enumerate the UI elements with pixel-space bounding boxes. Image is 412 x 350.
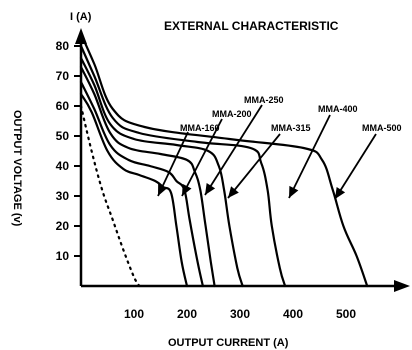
series-label-mma-200: MMA-200 (212, 109, 252, 119)
series-arrowhead-mma-250 (205, 183, 216, 195)
series-arrowhead-mma-200 (182, 183, 192, 196)
y-tick-label: 10 (56, 249, 70, 263)
legend-label-group: MMA-160 MMA-200 MMA-250 MMA-315 MMA-400 MMA-5… (157, 95, 402, 200)
series-pointer-mma-200 (181, 118, 223, 197)
x-axis-arrowhead (394, 280, 410, 292)
x-axis-label: OUTPUT CURRENT (A) (168, 337, 289, 349)
series-arrowhead-mma-500 (335, 187, 346, 199)
series-arrowhead-mma-315 (228, 186, 239, 198)
series-arrowhead-mma-400 (289, 185, 299, 198)
series-pointer-mma-160 (157, 131, 189, 197)
series-pointer-mma-400 (288, 114, 331, 199)
series-arrowhead-mma-160 (158, 183, 168, 196)
y-tick-label: 50 (56, 129, 70, 143)
series-line-mma-500 (79, 32, 369, 288)
y-tick-label: 40 (56, 159, 70, 173)
series-label-mma-250: MMA-250 (244, 95, 284, 105)
series-line-mma-250 (79, 65, 216, 288)
tick-group: 10 20 30 40 50 60 70 80 100 200 300 400 500 (56, 39, 357, 321)
y-axis-unit-label: I (A) (70, 11, 92, 23)
series-pointer-mma-500 (334, 133, 377, 200)
series-pointer-mma-315 (227, 133, 281, 199)
series-label-mma-315: MMA-315 (271, 123, 311, 133)
series-line-mma-400 (79, 44, 287, 288)
y-axis-label: OUTPUT VOLTAGE (v) (11, 110, 23, 227)
series-line-mma-160 (79, 92, 189, 288)
x-tick-label: 100 (124, 307, 144, 321)
y-tick-label: 20 (56, 219, 70, 233)
series-label-mma-400: MMA-400 (318, 104, 358, 114)
x-tick-label: 200 (177, 307, 197, 321)
y-tick-label: 80 (56, 39, 70, 53)
x-tick-label: 500 (336, 307, 356, 321)
series-label-mma-500: MMA-500 (362, 123, 402, 133)
y-tick-label: 60 (56, 99, 70, 113)
x-tick-label: 300 (230, 307, 250, 321)
x-tick-label: 400 (283, 307, 303, 321)
series-line-mma-315 (79, 56, 244, 288)
series-pointer-mma-250 (204, 104, 263, 196)
series-line-mma-200 (79, 80, 204, 288)
y-tick-label: 70 (56, 69, 70, 83)
curve-group (79, 32, 369, 288)
series-label-mma-160: MMA-160 (180, 123, 220, 133)
dotted-reference-curve (79, 104, 141, 288)
chart-title: EXTERNAL CHARACTERISTIC (164, 19, 339, 33)
y-tick-label: 30 (56, 189, 70, 203)
